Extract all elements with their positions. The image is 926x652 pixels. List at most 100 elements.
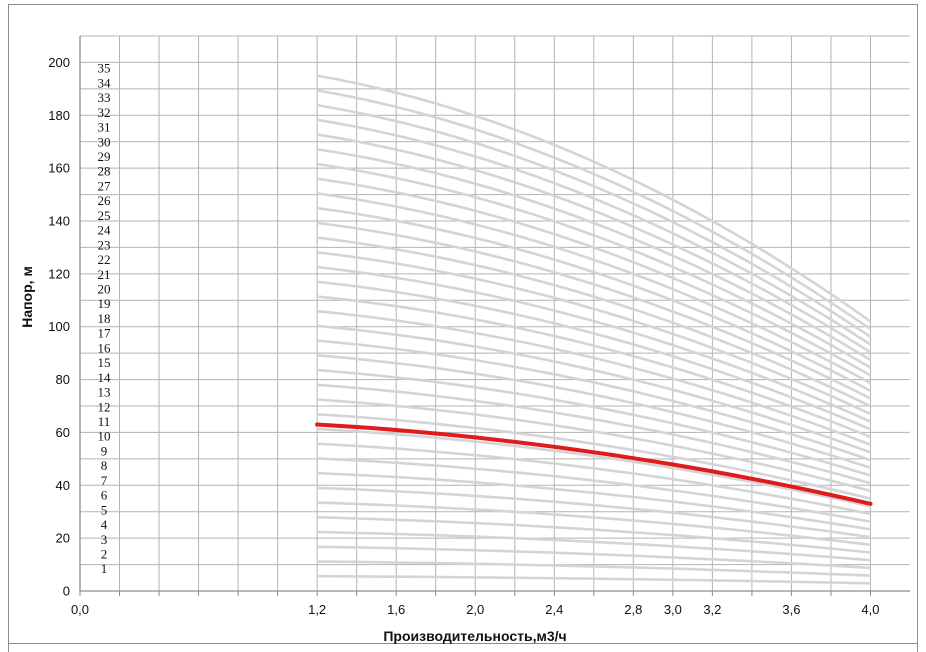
curve-stage-34 xyxy=(316,89,872,331)
curve-stage-32 xyxy=(316,118,872,346)
curve-stage-14 xyxy=(317,383,871,485)
curve-label-11: 11 xyxy=(98,414,111,429)
curve-stage-20 xyxy=(316,295,871,439)
curve-label-25: 25 xyxy=(98,208,111,223)
curve-stage-28 xyxy=(316,177,872,377)
curve-stage-19 xyxy=(316,309,871,446)
curve-stage-31 xyxy=(316,133,872,354)
axes xyxy=(79,36,910,596)
curve-label-28: 28 xyxy=(98,164,111,179)
curve-stage-17 xyxy=(316,339,871,462)
curve-stage-9 xyxy=(317,457,871,523)
curve-label-31: 31 xyxy=(98,120,111,135)
curve-label-3: 3 xyxy=(101,532,108,547)
highlighted-curve xyxy=(315,422,873,506)
curve-label-16: 16 xyxy=(98,340,112,355)
y-axis-title: Напор, м xyxy=(19,266,35,328)
curve-stage-21 xyxy=(316,280,872,431)
curve-stage-30 xyxy=(316,148,872,362)
curve-stage-12 xyxy=(317,413,871,500)
curve-stage-25 xyxy=(316,221,872,400)
curve-label-22: 22 xyxy=(98,252,111,267)
x-tick-label: 2,4 xyxy=(545,602,563,617)
curve-label-19: 19 xyxy=(98,296,111,311)
curve-label-35: 35 xyxy=(98,61,111,76)
curve-stage-16 xyxy=(316,354,871,470)
curve-label-30: 30 xyxy=(98,134,111,149)
curve-stage-23 xyxy=(316,251,872,416)
curve-label-21: 21 xyxy=(98,267,111,282)
curve-stage-10 xyxy=(317,442,871,516)
curve-label-9: 9 xyxy=(101,443,108,458)
curve-label-24: 24 xyxy=(98,223,112,238)
curve-label-13: 13 xyxy=(98,385,111,400)
curve-stage-27 xyxy=(316,192,872,385)
curve-stage-7 xyxy=(317,486,871,539)
x-tick-label: 1,6 xyxy=(387,602,405,617)
curve-stage-18 xyxy=(316,324,871,454)
curve-label-10: 10 xyxy=(98,429,111,444)
curve-label-12: 12 xyxy=(98,399,111,414)
x-tick-label: 0,0 xyxy=(71,602,89,617)
x-tick-label: 3,2 xyxy=(703,602,721,617)
curve-stage-24 xyxy=(316,236,872,408)
curve-label-34: 34 xyxy=(98,75,112,90)
y-tick-label: 80 xyxy=(56,372,70,387)
curve-label-7: 7 xyxy=(101,473,108,488)
curve-label-33: 33 xyxy=(98,90,111,105)
curve-label-27: 27 xyxy=(98,178,112,193)
curve-label-5: 5 xyxy=(101,502,108,517)
curve-stage-4 xyxy=(317,530,871,562)
curve-stage-3 xyxy=(317,545,871,570)
y-tick-label: 40 xyxy=(56,478,70,493)
x-axis-title: Производительность,м3/ч xyxy=(383,628,566,644)
curve-label-15: 15 xyxy=(98,355,111,370)
curve-label-8: 8 xyxy=(101,458,108,473)
curve-label-4: 4 xyxy=(101,517,108,532)
curve-stage-1 xyxy=(317,574,871,585)
curve-label-2: 2 xyxy=(101,546,108,561)
highlighted-curve-line xyxy=(315,422,873,506)
x-tick-label: 2,8 xyxy=(624,602,642,617)
y-tick-label: 180 xyxy=(48,108,70,123)
curve-label-23: 23 xyxy=(98,237,111,252)
y-tick-label: 120 xyxy=(48,266,70,281)
curve-label-14: 14 xyxy=(98,370,112,385)
x-tick-label: 4,0 xyxy=(861,602,879,617)
curve-labels: 1234567891011121314151617181920212223242… xyxy=(98,61,112,577)
y-tick-label: 20 xyxy=(56,531,70,546)
curve-label-20: 20 xyxy=(98,281,111,296)
y-tick-label: 0 xyxy=(63,584,70,599)
y-tick-label: 60 xyxy=(56,425,70,440)
curve-label-18: 18 xyxy=(98,311,111,326)
x-tick-label: 2,0 xyxy=(466,602,484,617)
curve-label-6: 6 xyxy=(101,488,108,503)
curve-label-1: 1 xyxy=(101,561,108,576)
performance-curves xyxy=(316,74,872,585)
curve-stage-26 xyxy=(316,206,872,392)
curve-stage-11 xyxy=(317,427,871,508)
curve-stage-35 xyxy=(316,74,872,323)
curve-label-29: 29 xyxy=(98,149,111,164)
y-tick-label: 200 xyxy=(48,55,70,70)
y-tick-label: 100 xyxy=(48,319,70,334)
x-tick-label: 3,0 xyxy=(664,602,682,617)
bottom-border xyxy=(8,643,918,652)
curve-stage-6 xyxy=(317,501,871,547)
curve-stage-5 xyxy=(317,516,871,554)
curve-label-32: 32 xyxy=(98,105,111,120)
curve-stage-29 xyxy=(316,162,872,369)
curve-stage-8 xyxy=(317,471,871,531)
curve-stage-13 xyxy=(317,398,871,493)
y-tick-label: 140 xyxy=(48,214,70,229)
curve-stage-22 xyxy=(316,265,872,423)
curve-stage-2 xyxy=(317,560,871,577)
curve-label-17: 17 xyxy=(98,326,112,341)
x-tick-label: 3,6 xyxy=(782,602,800,617)
y-tick-label: 160 xyxy=(48,161,70,176)
curve-stage-15 xyxy=(316,368,871,477)
curve-label-26: 26 xyxy=(98,193,112,208)
curve-stage-33 xyxy=(316,103,872,338)
